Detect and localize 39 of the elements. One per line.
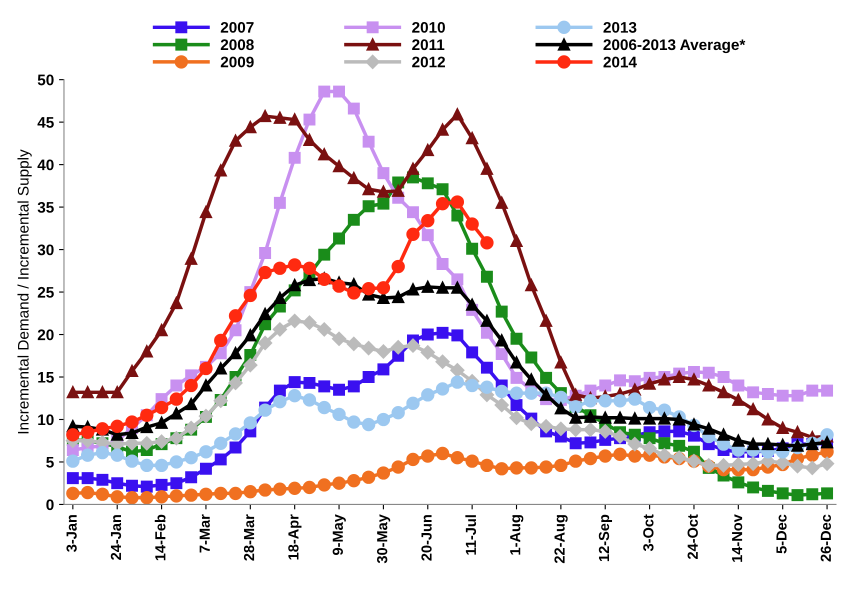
legend-label: 2008 <box>220 39 254 50</box>
x-tick-label: 1-Aug <box>510 515 524 555</box>
legend-label: 2009 <box>220 56 254 68</box>
x-tick-label: 24-Jan <box>110 515 122 560</box>
legend-label: 2006-2013 Average* <box>603 39 746 54</box>
y-tick-label: 40 <box>37 159 54 170</box>
x-tick-label: 30-May <box>376 514 390 564</box>
x-tick-label: 24-Oct <box>688 514 698 560</box>
x-tick-label: 7-Mar <box>200 514 210 552</box>
x-tick-label: 11-Jul <box>465 515 476 555</box>
legend-label: 2013 <box>603 22 636 33</box>
y-tick-label: 30 <box>38 244 54 256</box>
legend-label: 2012 <box>412 56 445 68</box>
y-axis-title: Incremental Demand / Incremental Supply <box>17 149 32 434</box>
x-tick-label: 28-Mar <box>244 514 254 561</box>
x-tick-label: 3-Oct <box>643 514 654 552</box>
y-tick-label: 25 <box>38 286 54 298</box>
x-tick-label: 14-Nov <box>732 514 742 562</box>
x-tick-label: 12-Sep <box>598 514 612 562</box>
x-tick-label: 22-Aug <box>554 515 568 564</box>
x-tick-label: 18-Apr <box>288 514 302 560</box>
legend-label: 2011 <box>412 39 444 50</box>
x-tick-label: 9-May <box>332 514 346 555</box>
y-tick-label: 10 <box>38 414 54 426</box>
x-tick-label: 26-Dec <box>820 514 831 562</box>
y-tick-label: 45 <box>37 117 54 128</box>
y-tick-label: 20 <box>38 329 54 340</box>
y-tick-label: 15 <box>38 372 54 383</box>
x-tick-label: 3-Jan <box>66 515 77 552</box>
y-tick-label: 35 <box>38 202 54 213</box>
x-tick-label: 14-Feb <box>154 514 166 560</box>
x-tick-label: 20-Jun <box>421 515 432 561</box>
y-tick-label: 5 <box>46 456 54 468</box>
legend-label: 2010 <box>412 22 445 33</box>
y-tick-label: 50 <box>38 74 54 86</box>
legend-label: 2007 <box>220 22 254 33</box>
legend-label: 2014 <box>603 56 637 68</box>
y-tick-label: 0 <box>46 499 54 510</box>
x-tick-label: 5-Dec <box>776 514 787 554</box>
